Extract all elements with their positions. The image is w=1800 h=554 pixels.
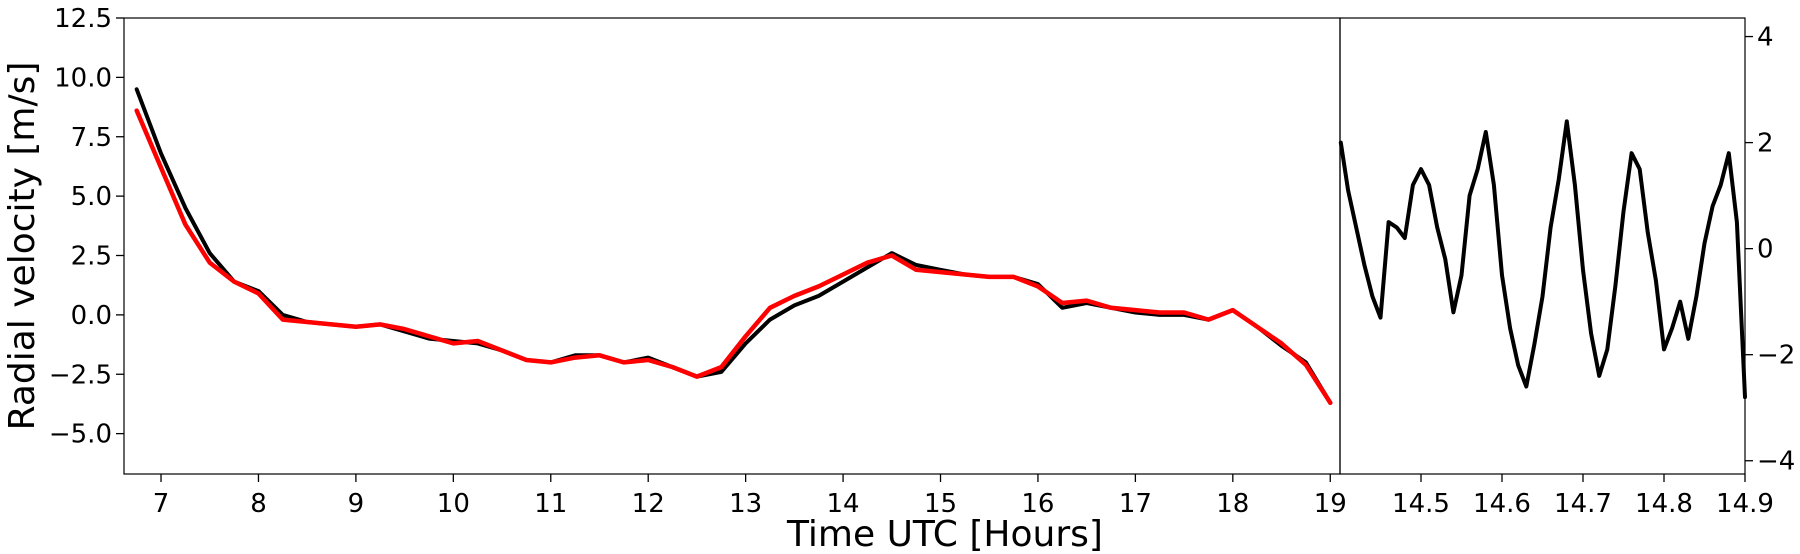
inset-series-group	[1338, 119, 1747, 400]
inset-radial-velocity-line	[1338, 119, 1747, 400]
inset-x-tick-label: 14.7	[1554, 489, 1612, 519]
main-x-tick-label: 11	[534, 489, 567, 519]
main-y-tick-label: 0.0	[71, 301, 112, 331]
main-x-tick-label: 14	[827, 489, 860, 519]
inset-x-tick-label: 14.9	[1716, 489, 1774, 519]
main-x-tick-label: 10	[437, 489, 470, 519]
main-chart-panel: 7 8 9 10 11 12 13 14 15 16 17 18 19 −5.0 −2.5 0.0 2.5 5.…	[2, 4, 1347, 554]
inset-y-tick-label: 0	[1757, 235, 1774, 265]
main-x-tick-label: 13	[729, 489, 762, 519]
main-y-tick-label: −5.0	[49, 420, 112, 450]
main-y-tick-label: 7.5	[71, 123, 112, 153]
main-y-tick-label: 10.0	[54, 63, 112, 93]
main-x-tick-label: 17	[1119, 489, 1152, 519]
inset-x-tick-label: 14.6	[1473, 489, 1531, 519]
inset-y-tick-label: 4	[1757, 23, 1774, 53]
main-y-tick-label: −2.5	[49, 360, 112, 390]
main-series-group	[134, 87, 1333, 406]
main-x-tick-label: 7	[153, 489, 170, 519]
inset-plot-frame	[1339, 17, 1746, 475]
main-x-tick-label: 8	[250, 489, 267, 519]
inset-y-tick-label: −4	[1757, 447, 1795, 477]
main-smoothed-trend-line	[134, 108, 1333, 406]
inset-x-axis-ticks: 14.5 14.6 14.7 14.8 14.9	[1392, 474, 1774, 519]
main-x-axis-ticks: 7 8 9 10 11 12 13 14 15 16 17 18 19	[153, 474, 1347, 519]
main-y-tick-label: 12.5	[54, 4, 112, 34]
y-axis-label: Radial velocity [m/s]	[2, 62, 43, 431]
main-x-tick-label: 19	[1314, 489, 1347, 519]
inset-y-tick-label: −2	[1757, 341, 1795, 371]
inset-y-tick-label: 2	[1757, 129, 1774, 159]
x-axis-label: Time UTC [Hours]	[786, 514, 1103, 554]
main-y-tick-label: 5.0	[71, 182, 112, 212]
main-y-axis-ticks: −5.0 −2.5 0.0 2.5 5.0 7.5 10.0 12.5	[49, 4, 124, 450]
main-x-tick-label: 9	[348, 489, 365, 519]
main-y-tick-label: 2.5	[71, 242, 112, 272]
inset-y-axis-ticks: −4 −2 0 2 4	[1745, 23, 1795, 477]
main-x-tick-label: 18	[1216, 489, 1249, 519]
main-x-tick-label: 16	[1021, 489, 1054, 519]
main-x-tick-label: 15	[924, 489, 957, 519]
inset-x-tick-label: 14.8	[1635, 489, 1693, 519]
inset-chart-panel: 14.5 14.6 14.7 14.8 14.9 −4 −2 0 2 4	[1338, 17, 1795, 519]
main-x-tick-label: 12	[632, 489, 665, 519]
inset-x-tick-label: 14.5	[1392, 489, 1450, 519]
